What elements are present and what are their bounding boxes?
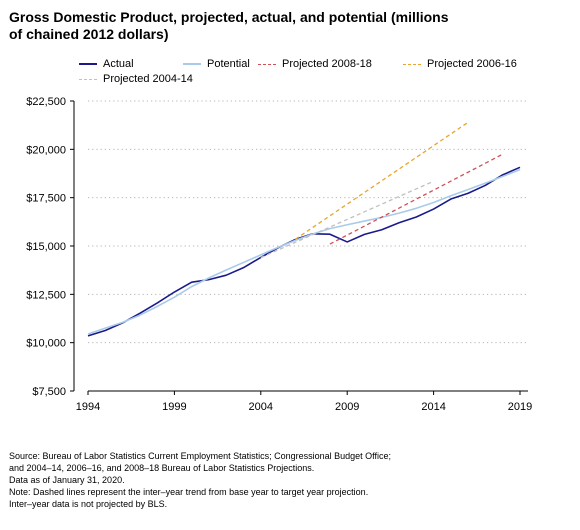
y-tick-label: $22,500: [26, 96, 66, 108]
legend-label: Potential: [207, 58, 250, 70]
x-tick-label: 2009: [335, 401, 359, 413]
y-tick-label: $20,000: [26, 144, 66, 156]
legend-item: Projected 2006-16: [403, 57, 517, 71]
series-layer: [87, 121, 521, 337]
source-line: and 2004–14, 2006–16, and 2008–18 Bureau…: [9, 463, 315, 473]
plot-area: $7,500 $10,000 $12,500 $15,000 $17,500 $20,00…: [26, 96, 532, 413]
series-line-projected-2008-18: [329, 153, 504, 245]
x-tick-label: 2004: [249, 401, 273, 413]
legend-swatch: [183, 63, 201, 65]
series-line-projected-2004-14: [260, 180, 434, 259]
chart-title: Gross Domestic Product, projected, actua…: [9, 9, 449, 42]
source-line: Source: Bureau of Labor Statistics Curre…: [9, 451, 392, 461]
legend-swatch: [403, 63, 421, 65]
source-line: Note: Dashed lines represent the inter–y…: [9, 487, 369, 497]
legend-item: Potential: [183, 57, 250, 71]
y-tick-label: $15,000: [26, 241, 66, 253]
x-tick-label: 2014: [421, 401, 445, 413]
grid-layer: [88, 100, 528, 344]
y-tick-label: $7,500: [32, 386, 66, 398]
source-note: Source: Bureau of Labor Statistics Curre…: [9, 450, 569, 510]
legend-label: Projected 2006-16: [427, 58, 517, 70]
x-tick-label: 1994: [76, 401, 100, 413]
source-line: Inter–year data is not projected by BLS.: [9, 499, 168, 509]
legend-item: Actual: [79, 57, 134, 71]
legend-item: Projected 2008-18: [258, 57, 372, 71]
series-line-actual: [87, 166, 521, 337]
y-tick-label: $10,000: [26, 338, 66, 350]
series-line-projected-2006-16: [294, 121, 469, 240]
legend-label: Actual: [103, 58, 134, 70]
legend-swatch: [258, 63, 276, 65]
x-tick-label: 1999: [162, 401, 186, 413]
source-line: Data as of January 31, 2020.: [9, 475, 125, 485]
axis-layer: $7,500 $10,000 $12,500 $15,000 $17,500 $20,00…: [26, 96, 532, 413]
legend-swatch: [79, 63, 97, 65]
x-tick-label: 2019: [508, 401, 532, 413]
y-tick-label: $17,500: [26, 193, 66, 205]
legend-swatch: [79, 78, 97, 80]
legend-label: Projected 2008-18: [282, 58, 372, 70]
series-line-potential: [87, 168, 521, 335]
y-tick-label: $12,500: [26, 289, 66, 301]
legend-item: Projected 2004-14: [79, 72, 193, 86]
legend-label: Projected 2004-14: [103, 73, 193, 85]
